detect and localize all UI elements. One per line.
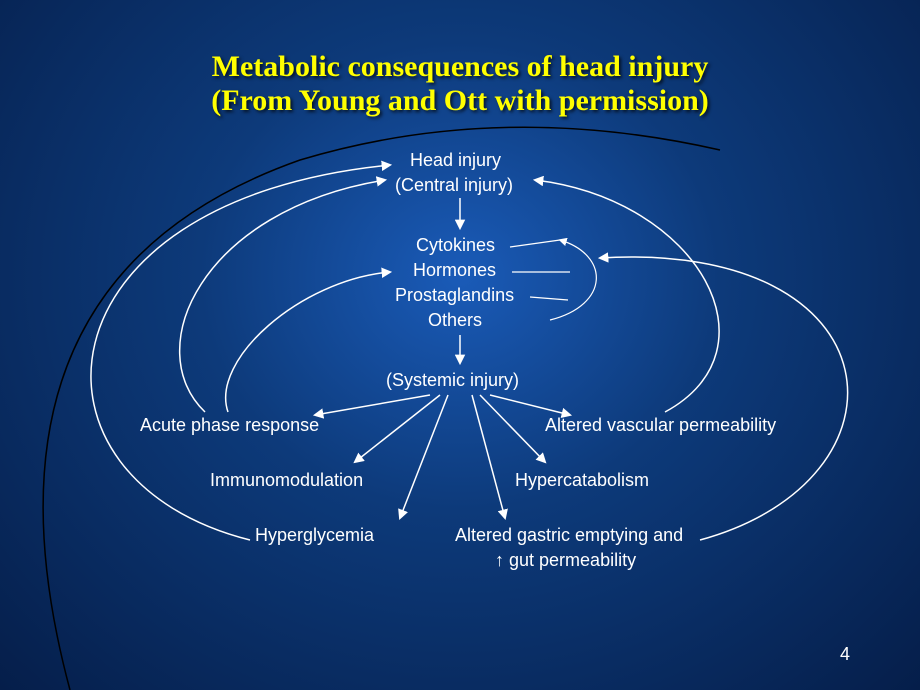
node-prostaglandins: Prostaglandins	[395, 285, 514, 306]
node-hypercatabolism: Hypercatabolism	[515, 470, 649, 491]
node-altered-vascular: Altered vascular permeability	[545, 415, 776, 436]
node-cytokines: Cytokines	[416, 235, 495, 256]
node-systemic-injury: (Systemic injury)	[386, 370, 519, 391]
node-acute-phase: Acute phase response	[140, 415, 319, 436]
slide-title: Metabolic consequences of head injury (F…	[0, 50, 920, 118]
node-hormones: Hormones	[413, 260, 496, 281]
node-altered-gastric-2: ↑ gut permeability	[495, 550, 636, 571]
node-altered-gastric-1: Altered gastric emptying and	[455, 525, 683, 546]
page-number: 4	[840, 644, 850, 665]
node-hyperglycemia: Hyperglycemia	[255, 525, 374, 546]
node-central-injury: (Central injury)	[395, 175, 513, 196]
node-immunomodulation: Immunomodulation	[210, 470, 363, 491]
up-arrow-icon: ↑	[495, 550, 504, 570]
title-line-2: (From Young and Ott with permission)	[211, 84, 709, 117]
node-others: Others	[428, 310, 482, 331]
title-line-1: Metabolic consequences of head injury	[212, 50, 709, 83]
node-head-injury: Head injury	[410, 150, 501, 171]
